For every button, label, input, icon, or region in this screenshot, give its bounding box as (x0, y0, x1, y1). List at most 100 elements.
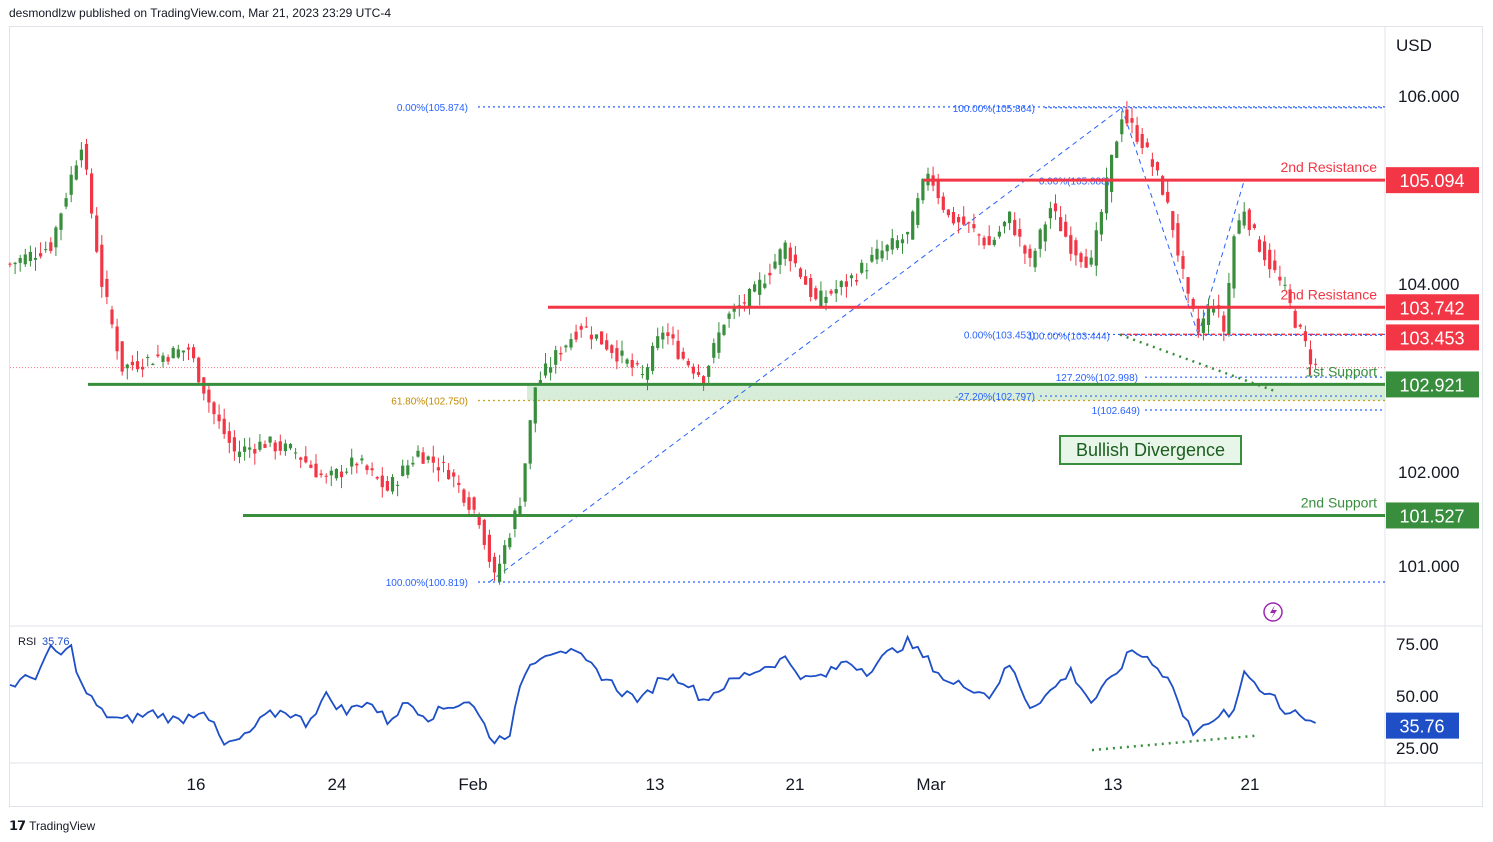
candle (890, 228, 894, 255)
candle (508, 533, 512, 550)
candle (1013, 212, 1017, 237)
candle (686, 358, 690, 368)
candle (911, 210, 915, 240)
lightning-icon[interactable] (1263, 602, 1283, 622)
candle (635, 360, 639, 367)
candle (161, 352, 165, 368)
candle (1008, 211, 1012, 230)
candle (666, 323, 670, 345)
candle (768, 263, 772, 285)
candle (339, 464, 344, 489)
candle (1257, 235, 1262, 253)
y-tick-label: 106.000 (1398, 87, 1459, 106)
candle (441, 455, 446, 473)
candle (186, 343, 191, 361)
candle (809, 273, 813, 302)
fib-level-label: 0.00%(105.874) (397, 103, 468, 114)
fib-level-label: 1(102.649) (1092, 406, 1140, 417)
candle (992, 236, 996, 247)
candle (33, 247, 38, 271)
candle (84, 139, 89, 176)
price-tag-value: 102.921 (1399, 375, 1464, 395)
rsi-divergence-line (1091, 734, 1259, 752)
candle (110, 305, 114, 329)
y-tick-label: 102.000 (1398, 463, 1459, 482)
bullish-divergence-annotation: Bullish Divergence (1059, 435, 1242, 465)
candle (13, 261, 17, 275)
candle (1104, 167, 1109, 220)
candle (528, 419, 532, 470)
candle (482, 518, 486, 550)
candle (135, 351, 140, 373)
candle (1135, 116, 1139, 145)
footer-brand: TradingView (29, 819, 96, 833)
candle (977, 233, 981, 246)
currency-label: USD (1396, 36, 1432, 55)
rsi-label-value: 35.76 (42, 636, 70, 648)
candle (880, 241, 884, 262)
candle (1069, 226, 1073, 261)
candle (350, 448, 354, 475)
candle (722, 324, 726, 337)
candle (294, 447, 298, 460)
candle (1278, 265, 1282, 286)
axes: 106.000 104.000 102.000 101.000 16 24 Feb 13 21 M… (187, 87, 1460, 794)
candle (523, 463, 527, 507)
candle (1018, 218, 1022, 247)
candle (1201, 309, 1205, 341)
candle (906, 231, 910, 244)
candle (615, 340, 619, 370)
candle (1125, 101, 1129, 127)
candle (115, 318, 119, 360)
candle (365, 464, 369, 475)
fib-level-label: 100.00%(100.819) (386, 578, 468, 589)
candle (594, 334, 599, 341)
candle (997, 225, 1001, 239)
attribution-text: desmondlzw published on TradingView.com,… (9, 6, 391, 20)
candle (839, 280, 843, 296)
rsi-value-tag (1386, 712, 1459, 739)
candle (651, 342, 655, 375)
candle (936, 173, 940, 205)
price-tag (1386, 294, 1479, 321)
level-label: 2nd Resistance (1280, 159, 1377, 175)
candle (1089, 250, 1093, 267)
candle (125, 363, 129, 380)
candle (900, 234, 905, 254)
price-tag (1386, 167, 1479, 194)
candle (656, 327, 660, 351)
candle (941, 192, 945, 213)
candle (834, 280, 838, 302)
candle (278, 434, 282, 456)
candle (1166, 181, 1170, 205)
candle (1079, 251, 1083, 268)
candle (181, 350, 185, 361)
candle (416, 445, 420, 458)
candle (1048, 201, 1052, 229)
candle (319, 469, 323, 478)
key-levels[interactable]: 2nd Resistance 105.094 2nd Resistance 103.7… (88, 159, 1479, 529)
candle (1176, 214, 1180, 262)
candle (676, 329, 680, 361)
footer: 𝟭𝟳 TradingView (9, 818, 95, 834)
rsi-value-tag-text: 35.76 (1399, 717, 1444, 737)
candle (401, 459, 405, 477)
candle (625, 357, 629, 368)
candle (334, 468, 338, 481)
price-tag-value: 105.094 (1399, 171, 1464, 191)
candle (1130, 107, 1134, 134)
tradingview-logo-icon: 𝟭𝟳 (9, 818, 26, 833)
candle (1283, 276, 1287, 292)
candle (1110, 154, 1114, 203)
candle (1268, 243, 1272, 278)
candle (1155, 161, 1160, 176)
candle (921, 177, 925, 204)
candle (1038, 227, 1042, 258)
candle (370, 462, 374, 477)
candle (345, 468, 349, 475)
rsi-tick-label: 75.00 (1396, 635, 1439, 654)
fib-level-label: 100.00%(103.444) (1028, 331, 1110, 342)
candle (951, 207, 956, 226)
candle (661, 326, 665, 349)
